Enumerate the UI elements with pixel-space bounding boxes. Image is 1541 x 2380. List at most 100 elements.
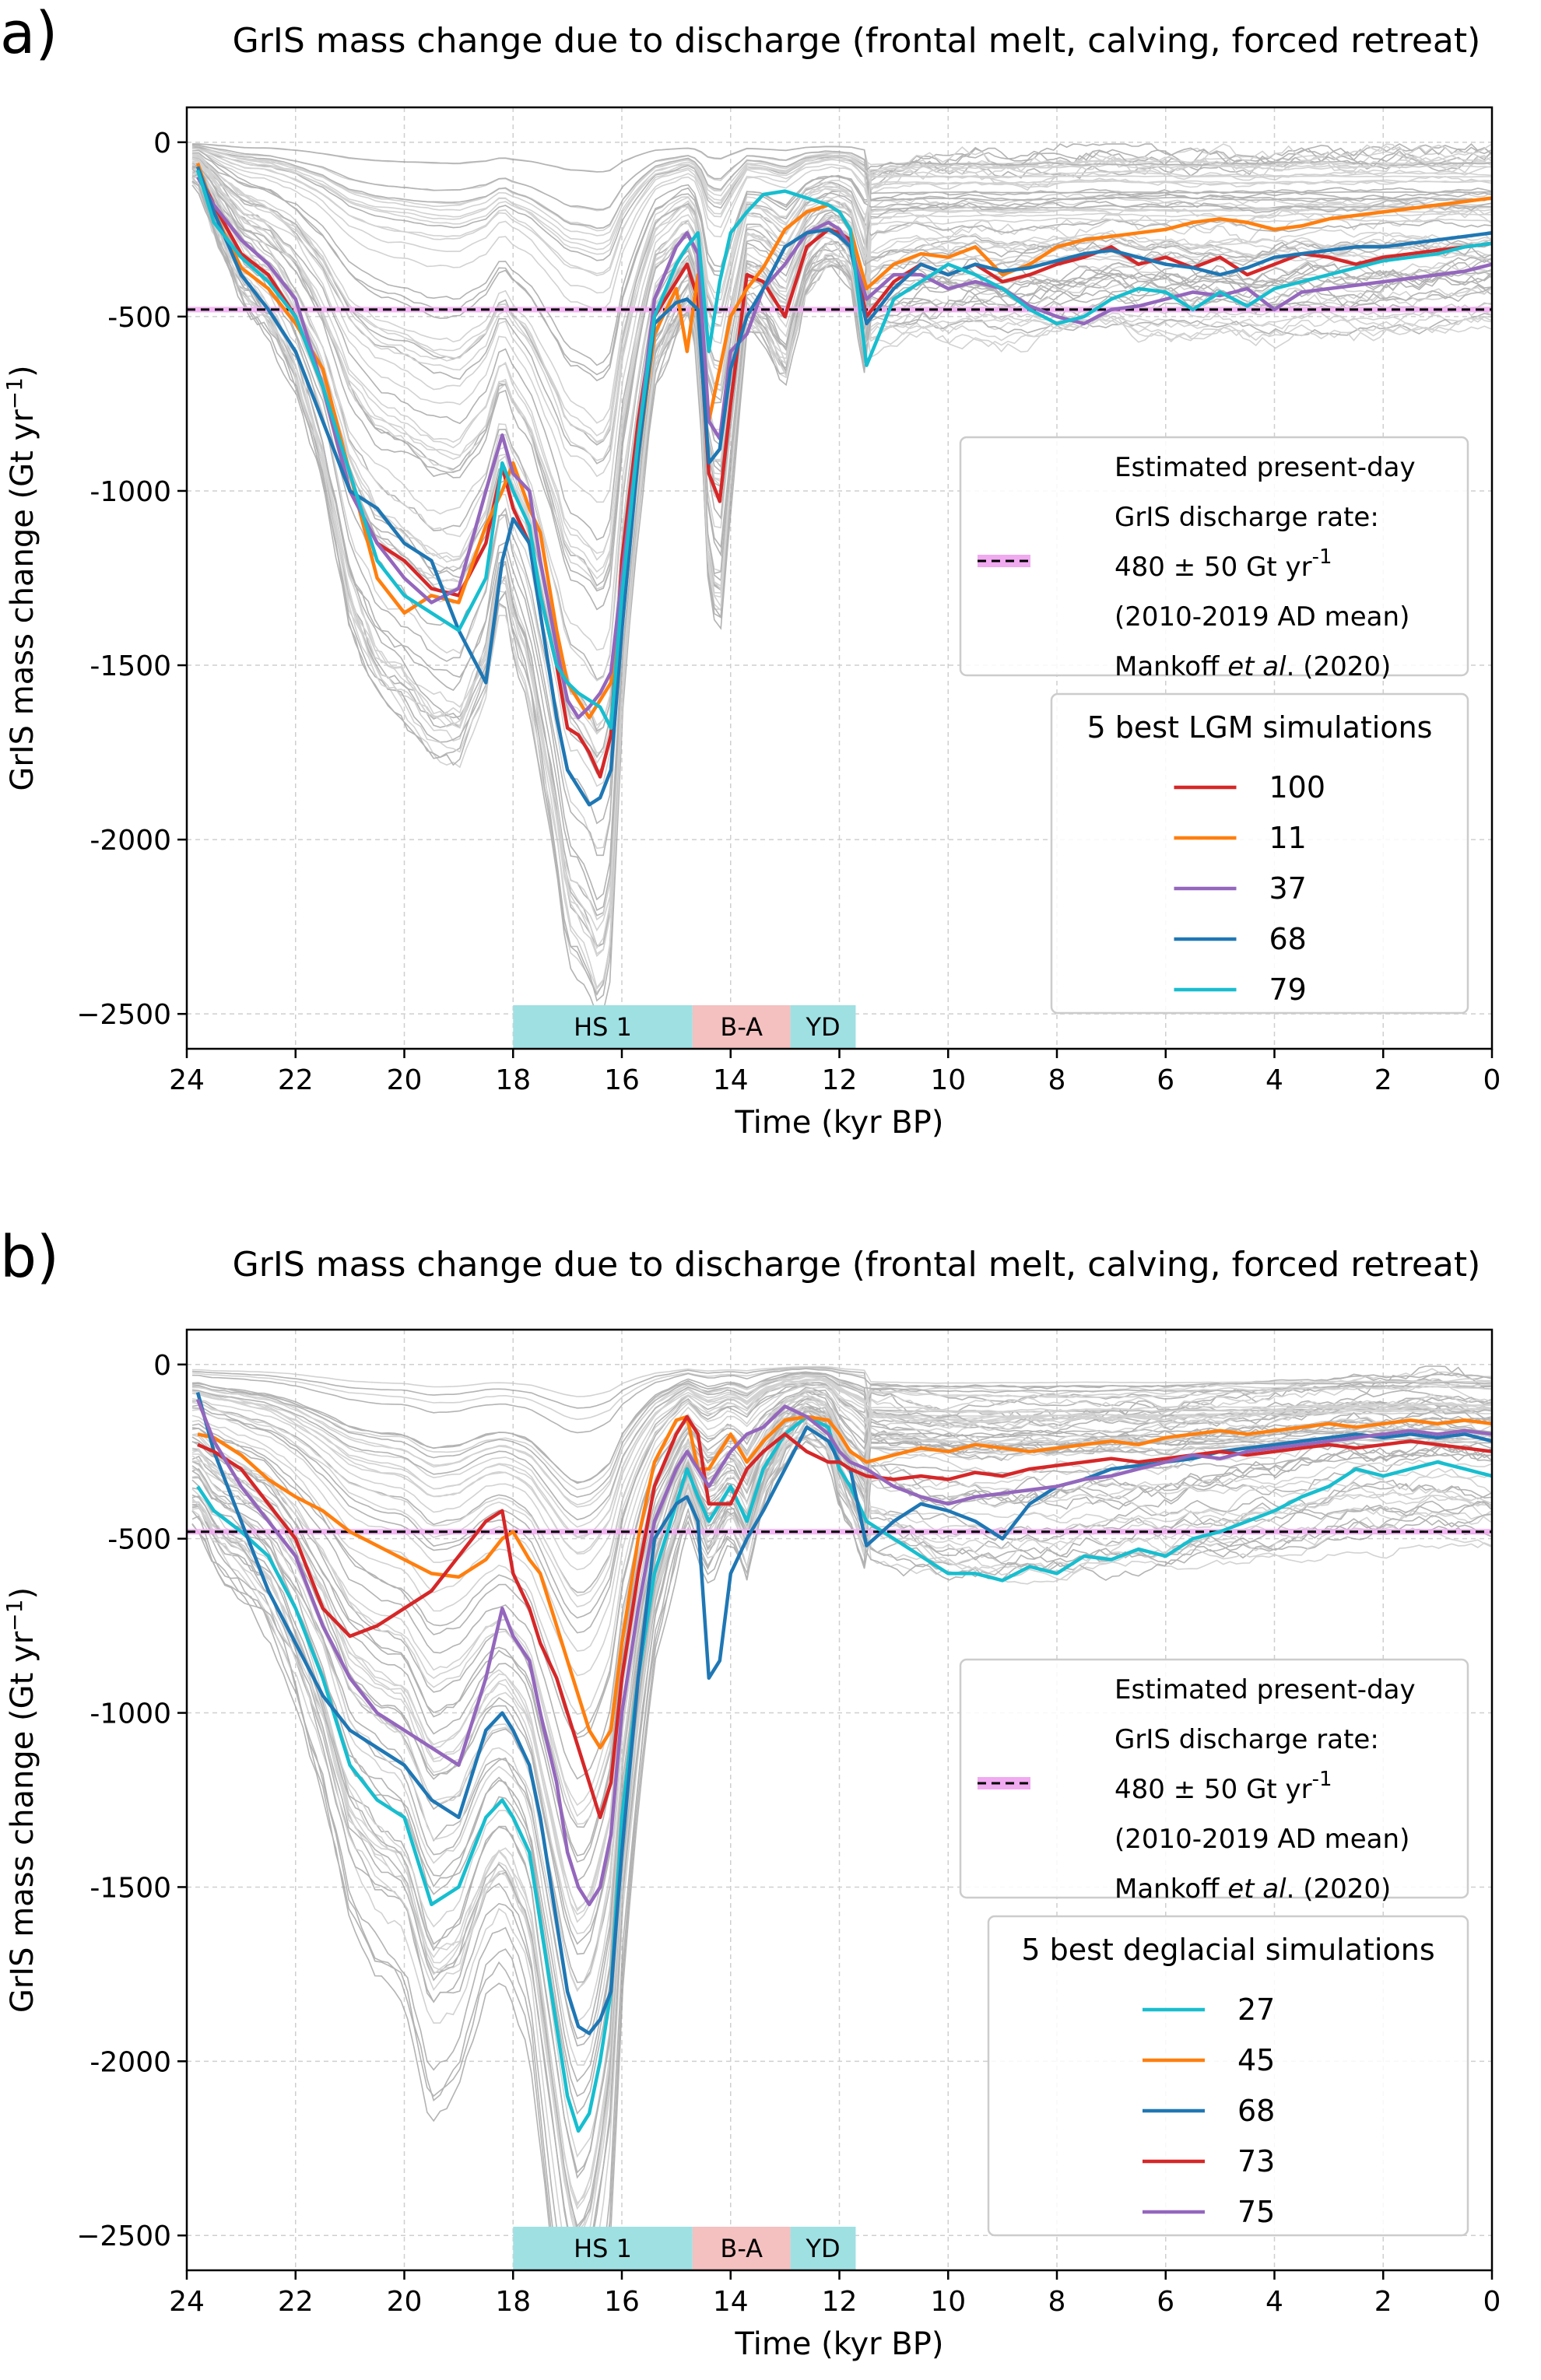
ensemble-line bbox=[191, 1376, 1491, 1555]
ensemble-line bbox=[191, 184, 1491, 1016]
period-label: YD bbox=[805, 1012, 840, 1042]
y-tick-label: -1500 bbox=[90, 1872, 171, 1904]
series-line-75 bbox=[195, 1398, 1492, 1907]
ensemble-line bbox=[191, 154, 1491, 503]
ensemble-line bbox=[191, 1440, 1492, 2270]
series-line-11 bbox=[195, 162, 1492, 720]
x-tick-label: 12 bbox=[822, 1064, 858, 1096]
chart-title: GrIS mass change due to discharge (front… bbox=[233, 21, 1481, 61]
x-tick-label: 22 bbox=[278, 2286, 314, 2318]
ensemble-line bbox=[191, 1372, 1491, 1483]
x-tick-label: 14 bbox=[713, 2286, 749, 2318]
ensemble-line bbox=[191, 180, 1492, 1002]
reference-legend-line: Estimated present-day bbox=[1115, 452, 1416, 483]
citation-year: . (2020) bbox=[1287, 1874, 1392, 1905]
x-tick-label: 0 bbox=[1483, 1064, 1501, 1096]
legend-entry: 68 bbox=[1269, 922, 1307, 956]
x-tick-label: 8 bbox=[1048, 1064, 1066, 1096]
ensemble-line bbox=[191, 165, 1491, 611]
x-tick-label: 12 bbox=[822, 2286, 858, 2318]
ensemble-line bbox=[191, 149, 1491, 376]
ensemble-line bbox=[191, 152, 1491, 437]
x-tick-label: 18 bbox=[495, 2286, 531, 2318]
citation-author: Mankoff bbox=[1115, 1874, 1227, 1905]
ensemble-line bbox=[191, 1423, 1491, 2207]
y-axis-label-main: GrIS mass change (Gt yr bbox=[5, 1631, 40, 2013]
ensemble-line bbox=[191, 1368, 1491, 1421]
ensemble-line bbox=[191, 1418, 1491, 2243]
citation-etal: et al bbox=[1227, 651, 1287, 682]
period-label: HS 1 bbox=[574, 1012, 632, 1042]
ensemble-line bbox=[192, 146, 1491, 261]
reference-legend-line: GrIS discharge rate: bbox=[1115, 502, 1379, 533]
legend-entry: 79 bbox=[1269, 973, 1307, 1007]
y-axis-label: GrIS mass change (Gt yr−1) bbox=[2, 365, 40, 790]
x-tick-label: 24 bbox=[169, 2286, 205, 2318]
y-tick-label: -2000 bbox=[90, 2046, 171, 2078]
x-tick-label: 2 bbox=[1374, 2286, 1392, 2318]
citation-etal: et al bbox=[1227, 1874, 1287, 1905]
plot-area bbox=[187, 1365, 1492, 2270]
y-tick-label: -2000 bbox=[90, 825, 171, 857]
period-box bbox=[513, 1005, 693, 1049]
reference-legend-line: (2010-2019 AD mean) bbox=[1115, 601, 1409, 633]
ensemble-line bbox=[191, 160, 1491, 573]
x-tick-label: 20 bbox=[387, 2286, 423, 2318]
legend-entry: 75 bbox=[1237, 2195, 1275, 2229]
ensemble-line bbox=[191, 170, 1492, 857]
series-line-79 bbox=[195, 170, 1492, 730]
x-tick-label: 10 bbox=[930, 2286, 966, 2318]
ensemble-line bbox=[191, 170, 1491, 787]
citation-author: Mankoff bbox=[1115, 651, 1227, 682]
legend-band-swatch bbox=[978, 555, 1030, 567]
ensemble-line bbox=[191, 163, 1491, 734]
ensemble-line bbox=[191, 1379, 1491, 1571]
reference-legend-line: (2010-2019 AD mean) bbox=[1115, 1824, 1409, 1855]
reference-legend-text: 480 ± 50 Gt yr-1 bbox=[1115, 545, 1332, 583]
reference-citation: Mankoff et al. (2020) bbox=[1115, 651, 1391, 682]
ensemble-line bbox=[191, 1390, 1491, 1780]
x-axis-label: Time (kyr BP) bbox=[735, 2326, 944, 2362]
plot-area bbox=[187, 143, 1492, 1016]
chart-panel-a: a) GrIS mass change due to discharge (fro… bbox=[0, 0, 1501, 1141]
y-axis-label-close: ) bbox=[5, 1587, 40, 1600]
panel-label: b) bbox=[0, 1224, 59, 1291]
y-axis-label-unit-exp: −1 bbox=[2, 1600, 27, 1632]
series-line-27 bbox=[196, 1414, 1492, 2133]
legend-entry: 45 bbox=[1237, 2043, 1275, 2077]
reference-legend-line: 480 ± 50 Gt yr bbox=[1115, 1774, 1312, 1805]
reference-legend bbox=[959, 1658, 1469, 1899]
reference-citation: Mankoff et al. (2020) bbox=[1115, 1874, 1391, 1905]
x-tick-label: 8 bbox=[1048, 2286, 1066, 2318]
legend-entry: 73 bbox=[1237, 2144, 1275, 2178]
y-tick-label: -500 bbox=[107, 1524, 171, 1556]
y-tick-label: -1500 bbox=[90, 650, 171, 682]
ensemble-line bbox=[191, 153, 1491, 424]
ensemble-line bbox=[191, 148, 1491, 275]
reference-legend-exp: -1 bbox=[1312, 545, 1332, 569]
ensemble-line bbox=[191, 1378, 1491, 1993]
ensemble-line bbox=[191, 1365, 1491, 1397]
ensemble-line bbox=[191, 170, 1491, 989]
ensemble-line bbox=[191, 165, 1491, 775]
ensemble-line bbox=[192, 1373, 1491, 1505]
reference-legend-text: Estimated present-day bbox=[1115, 1674, 1416, 1705]
ensemble-line bbox=[191, 155, 1491, 554]
highlight-series bbox=[195, 162, 1492, 807]
y-tick-label: −2500 bbox=[76, 999, 171, 1031]
x-axis-label: Time (kyr BP) bbox=[735, 1105, 944, 1141]
period-label: B-A bbox=[720, 2234, 763, 2263]
x-tick-label: 10 bbox=[930, 1064, 966, 1096]
ensemble-line bbox=[191, 157, 1491, 446]
ensemble-line bbox=[191, 173, 1492, 921]
highlight-series bbox=[195, 1392, 1492, 2133]
ensemble-line bbox=[191, 153, 1491, 443]
y-axis-label: GrIS mass change (Gt yr−1) bbox=[2, 1587, 40, 2013]
series-line-45 bbox=[197, 1414, 1492, 1750]
x-tick-label: 20 bbox=[387, 1064, 423, 1096]
reference-legend-text: (2010-2019 AD mean) bbox=[1115, 1824, 1409, 1855]
y-axis-label-main: GrIS mass change (Gt yr bbox=[5, 409, 40, 791]
ensemble-line bbox=[191, 177, 1491, 950]
citation-year: . (2020) bbox=[1287, 651, 1392, 682]
